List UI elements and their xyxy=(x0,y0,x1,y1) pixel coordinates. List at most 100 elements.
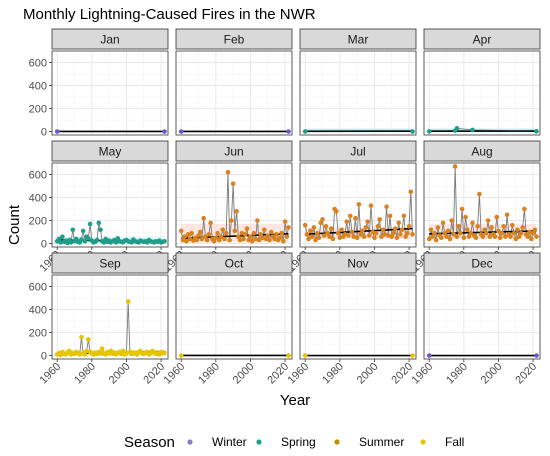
data-point xyxy=(353,215,358,221)
panel-border xyxy=(175,162,293,248)
legend-label: Spring xyxy=(281,435,316,449)
data-point xyxy=(358,232,363,237)
x-tick-label: 2020 xyxy=(141,361,167,387)
data-point xyxy=(94,237,100,243)
data-point xyxy=(387,213,393,219)
data-point xyxy=(194,237,200,243)
data-point xyxy=(534,129,539,134)
strip-background xyxy=(175,140,293,162)
data-point xyxy=(178,228,184,234)
plot-background xyxy=(176,275,292,359)
data-point xyxy=(477,191,482,197)
data-point xyxy=(466,234,472,239)
data-point xyxy=(433,237,439,243)
data-point xyxy=(398,232,403,237)
panel-border xyxy=(423,162,541,248)
confidence-ribbon xyxy=(305,128,413,133)
data-point xyxy=(370,229,376,235)
data-point xyxy=(86,236,91,241)
strip-label: Nov xyxy=(347,257,368,271)
strip-label: Jan xyxy=(100,33,119,47)
data-point xyxy=(232,228,238,234)
data-point xyxy=(351,234,356,239)
legend-entry-spring: Spring xyxy=(256,435,316,449)
panel-jan: Jan 0 200 400 600 xyxy=(29,28,169,139)
data-point xyxy=(432,230,437,236)
data-point xyxy=(162,238,167,244)
data-point xyxy=(286,129,291,134)
plot-background xyxy=(300,275,416,359)
y-tick-label: 0 xyxy=(41,351,47,363)
data-point xyxy=(529,236,534,242)
data-point xyxy=(458,230,463,236)
data-point xyxy=(373,230,379,236)
data-point xyxy=(516,234,522,239)
data-point xyxy=(68,240,74,245)
data-point xyxy=(197,229,203,235)
data-point xyxy=(246,237,252,243)
data-point xyxy=(511,230,517,236)
data-point xyxy=(403,234,408,239)
data-point xyxy=(60,234,65,239)
data-point xyxy=(96,220,102,226)
data-point xyxy=(452,164,458,169)
data-point xyxy=(182,234,187,239)
data-point xyxy=(461,235,467,241)
data-point xyxy=(216,237,222,243)
y-tick-label: 600 xyxy=(29,282,47,294)
data-point xyxy=(534,353,539,358)
data-point xyxy=(309,234,315,239)
data-point xyxy=(327,234,332,239)
strip-label: Feb xyxy=(224,33,245,47)
data-point xyxy=(372,235,377,241)
y-tick-label: 600 xyxy=(29,170,47,182)
data-point xyxy=(377,217,382,222)
legend-label: Fall xyxy=(445,435,464,449)
data-point xyxy=(349,229,355,235)
data-point xyxy=(213,235,219,241)
data-point xyxy=(237,237,243,243)
y-tick-label: 600 xyxy=(29,58,47,70)
data-point xyxy=(274,232,279,237)
strip-background xyxy=(423,252,541,274)
plot-background xyxy=(424,275,540,359)
data-point xyxy=(426,236,432,242)
data-point xyxy=(410,353,415,358)
panel-border xyxy=(51,50,169,136)
data-point xyxy=(454,234,460,239)
legend-key xyxy=(256,439,262,445)
data-point xyxy=(242,232,248,237)
data-point xyxy=(382,232,388,237)
data-point xyxy=(84,348,89,354)
data-point xyxy=(347,213,353,219)
strip-background xyxy=(423,28,541,50)
data-point xyxy=(56,236,62,242)
data-point xyxy=(426,353,432,358)
y-tick-label: 400 xyxy=(29,193,47,205)
x-tick-label: 2000 xyxy=(107,361,133,387)
data-point xyxy=(215,230,220,236)
data-point xyxy=(504,212,510,218)
data-point xyxy=(203,234,208,239)
y-tick-label: 400 xyxy=(29,81,47,93)
data-point xyxy=(410,129,415,134)
strip-label: Mar xyxy=(348,33,369,47)
data-point xyxy=(67,348,72,354)
data-point xyxy=(440,220,446,226)
plot-background xyxy=(300,51,416,135)
data-point xyxy=(225,169,231,175)
plot-background xyxy=(52,51,168,135)
panel-border xyxy=(299,274,417,360)
plot-background xyxy=(52,275,168,359)
x-tick-label: 1960 xyxy=(410,361,436,387)
data-point xyxy=(406,223,412,229)
data-point xyxy=(286,225,291,230)
data-point xyxy=(492,234,498,239)
data-point xyxy=(489,225,494,230)
x-tick-label: 2020 xyxy=(389,361,415,387)
data-point xyxy=(513,236,519,242)
data-point xyxy=(463,214,468,220)
data-point xyxy=(408,189,414,195)
y-tick-label: 400 xyxy=(29,305,47,317)
x-axis-title: Year xyxy=(280,392,310,409)
